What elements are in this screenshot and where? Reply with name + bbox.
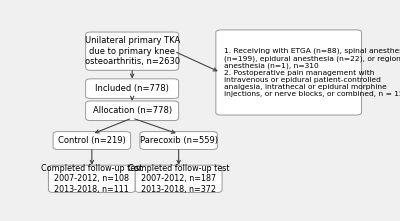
Text: Allocation (n=778): Allocation (n=778): [92, 106, 172, 115]
FancyBboxPatch shape: [48, 165, 135, 192]
FancyBboxPatch shape: [216, 30, 362, 115]
FancyBboxPatch shape: [53, 131, 131, 149]
FancyBboxPatch shape: [86, 101, 179, 120]
Text: Parecoxib (n=559): Parecoxib (n=559): [140, 136, 218, 145]
FancyBboxPatch shape: [135, 165, 222, 192]
Text: Completed follow-up test
2007-2012, n=187
2013-2018, n=372: Completed follow-up test 2007-2012, n=18…: [128, 164, 230, 194]
Text: Completed follow-up test
2007-2012, n=108
2013-2018, n=111: Completed follow-up test 2007-2012, n=10…: [41, 164, 142, 194]
Text: Included (n=778): Included (n=778): [95, 84, 169, 93]
Text: Unilateral primary TKA
due to primary knee
osteoarthritis, n=2630: Unilateral primary TKA due to primary kn…: [84, 36, 180, 66]
FancyBboxPatch shape: [86, 79, 179, 98]
Text: Control (n=219): Control (n=219): [58, 136, 126, 145]
FancyBboxPatch shape: [86, 32, 179, 70]
FancyBboxPatch shape: [140, 131, 218, 149]
Text: 1. Receiving with ETGA (n=88), spinal anesthesia
(n=199), epidural anesthesia (n: 1. Receiving with ETGA (n=88), spinal an…: [224, 48, 400, 97]
